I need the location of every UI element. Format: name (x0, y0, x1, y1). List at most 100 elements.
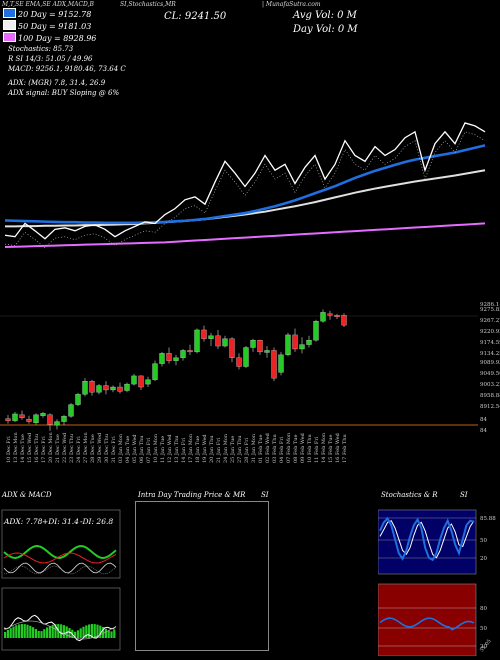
stoch-upper-box (378, 509, 477, 575)
candle-body (341, 315, 347, 326)
x-tick-label: 30 Dec Thu (104, 433, 110, 463)
x-tick-label: 08 Feb Tue (293, 435, 299, 463)
x-tick-label: 24 Jan Mon (223, 433, 229, 463)
x-tick-label: 14 Dec Tue (20, 434, 26, 463)
x-tick-label: 21 Dec Tue (55, 434, 61, 463)
x-tick-label: 04 Jan Tue (125, 436, 131, 463)
x-tick-label: 15 Dec Wed (27, 432, 33, 463)
x-tick-label: 29 Dec Wed (97, 432, 103, 463)
candle-body (271, 350, 277, 379)
macd-bar (18, 624, 21, 638)
rsi-value-label: 51.05 (479, 638, 493, 653)
x-tick-label: 11 Feb Fri (314, 436, 320, 463)
y-tick-label: 9267.27 (480, 318, 500, 324)
x-tick-label: 05 Jan Wed (132, 434, 138, 463)
candle-body (222, 338, 228, 347)
adx-line (3, 562, 117, 574)
y-tick-label: 9049.56 (480, 371, 500, 377)
macd-bar (99, 625, 102, 638)
legend-ema50: 50 Day = 9181.03 (3, 20, 96, 32)
header-site: | MunafaSutra.com (262, 1, 321, 8)
y-tick-label: 9089.93 (480, 360, 500, 366)
candle-body (131, 375, 137, 385)
x-tick-label: 10 Jan Mon (153, 433, 159, 463)
intraday-panel (135, 501, 269, 651)
adx-minus-di-line (3, 552, 117, 564)
candle-body (103, 385, 109, 391)
x-tick-label: 20 Dec Mon (48, 432, 54, 463)
candle-body (208, 335, 214, 339)
macd-bar (76, 630, 79, 638)
rsi-tick-label: 80 (480, 606, 487, 612)
adx-box (1, 509, 121, 579)
candle-body (299, 344, 305, 350)
candle-body (173, 357, 179, 361)
macd-value: MACD: 9256.1, 9180.46, 73.64 C (8, 65, 126, 73)
adx-label: +DI: 31.4 (42, 517, 79, 526)
moving-average-chart (4, 122, 486, 249)
stoch-tick-label: 50 (480, 538, 487, 544)
rsi-value: R SI 14/3: 51.05 / 49.96 (8, 55, 93, 63)
candle-body (334, 315, 340, 317)
x-tick-label: 01 Feb Tue (258, 435, 264, 463)
candle-body (264, 350, 270, 353)
x-tick-label: 21 Jan Fri (216, 437, 222, 463)
macd-bar (20, 624, 23, 638)
price-shadow-line (4, 131, 486, 249)
legend-swatch-icon (3, 20, 16, 30)
x-tick-label: 14 Jan Fri (181, 437, 187, 463)
candle-body (285, 334, 291, 355)
adx-label: -DI: 26.8 (80, 517, 113, 526)
x-tick-label: 04 Feb Fri (279, 436, 285, 463)
x-tick-label: 28 Dec Tue (90, 434, 96, 463)
stoch-tick-label: 20 (480, 556, 487, 562)
macd-bar (110, 631, 113, 638)
candle-body (117, 386, 123, 392)
candle-body (243, 347, 249, 367)
adx-plus-di-line (3, 545, 117, 560)
candle-body (250, 340, 256, 348)
x-tick-label: 07 Jan Fri (146, 437, 152, 463)
header-stochastics: SI,Stochastics,MR (120, 1, 176, 8)
adx-value: ADX: (MGR) 7.8, 31.4, 26.9 (8, 79, 106, 87)
rsi-tick-label: 50 (480, 626, 487, 632)
series-line-ema-20 (4, 144, 486, 225)
stoch-line-k (379, 516, 475, 562)
macd-bar (15, 625, 18, 638)
macd-bar (90, 624, 93, 638)
x-tick-label: 07 Feb Mon (286, 432, 292, 463)
candle-body (82, 381, 88, 395)
macd-bar (37, 630, 40, 638)
candle-body (5, 418, 11, 421)
x-tick-label: 03 Jan Mon (118, 433, 124, 463)
adx-macd-panel: ADX: 7.78 +DI: 31.4 -DI: 26.8 (1, 509, 121, 651)
y-tick-label: 84 (480, 417, 487, 423)
candle-body (138, 375, 144, 388)
series-line-ema-100 (4, 222, 486, 249)
legend-ema20: 20 Day = 9152.78 (3, 8, 96, 20)
x-tick-label: 18 Jan Tue (195, 436, 201, 463)
macd-bar (12, 626, 15, 638)
macd-bar (113, 629, 116, 638)
macd-bar (107, 630, 110, 638)
y-tick-label: 9134.25 (480, 351, 500, 357)
candle-body (75, 394, 81, 405)
close-price: CL: 9241.50 (164, 11, 227, 22)
candle-body (292, 334, 298, 350)
candle-body (166, 353, 172, 361)
series-line-price (4, 122, 486, 240)
candle-body (40, 413, 46, 416)
rsi-tick-label: 20 (480, 644, 487, 650)
adx-signal: ADX signal: BUY Sloping @ 6% (8, 89, 120, 97)
candle-body (229, 338, 235, 358)
legend-swatch-icon (3, 8, 16, 18)
candle-body (124, 383, 130, 391)
macd-bar (88, 624, 91, 638)
y-tick-label: 9275.85 (480, 307, 500, 313)
series-line-ema-50 (5, 169, 486, 228)
macd-bar (46, 627, 49, 638)
stochastics-title: Stochastics & R (381, 491, 438, 499)
macd-bar (60, 624, 63, 638)
x-tick-label: 13 Dec Mon (13, 432, 19, 463)
